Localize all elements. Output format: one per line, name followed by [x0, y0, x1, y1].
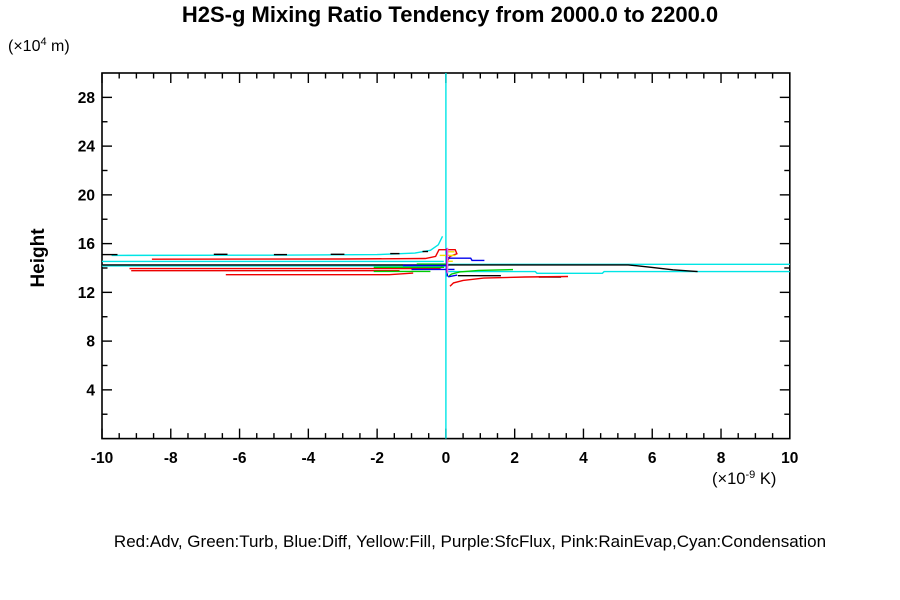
x-axis-tick-label: -2: [370, 450, 384, 467]
series-color-legend: Red:Adv, Green:Turb, Blue:Diff, Yellow:F…: [113, 532, 827, 551]
series-line-red: [449, 275, 569, 287]
y-axis-tick-label: 8: [86, 334, 95, 351]
series-line-blue: [446, 256, 485, 262]
y-axis-tick-label: 16: [78, 236, 96, 253]
x-axis-tick-label: 10: [781, 450, 798, 467]
series-line-cyan: [111, 235, 444, 257]
series-line-green: [447, 268, 514, 278]
series-line-black: [102, 264, 698, 273]
x-axis-tick-label: 8: [717, 450, 726, 467]
x-axis-tick-label: -8: [164, 450, 178, 467]
y-axis-tick-label: 20: [78, 187, 95, 204]
y-axis-tick-label: 24: [78, 139, 96, 156]
x-axis-tick-label: -4: [301, 450, 315, 467]
y-axis-unit-label: (×104 m): [8, 36, 70, 55]
x-axis-tick-label: 0: [442, 450, 451, 467]
chart-title: H2S-g Mixing Ratio Tendency from 2000.0 …: [181, 2, 719, 27]
x-axis-tick-label: 2: [510, 450, 519, 467]
series-line-cyan: [448, 270, 790, 274]
y-axis-tick-label: 4: [86, 382, 95, 399]
y-axis-tick-label: 12: [78, 285, 95, 302]
series-line-blue: [448, 274, 458, 278]
x-axis-tick-label: -6: [233, 450, 247, 467]
x-axis-tick-label: 6: [648, 450, 657, 467]
series-line-red: [225, 272, 414, 276]
y-axis-tick-label: 28: [78, 90, 96, 107]
x-axis-tick-label: 4: [579, 450, 588, 467]
x-axis-unit-label: (×10-9 K): [712, 469, 777, 488]
x-axis-tick-label: -10: [91, 450, 113, 467]
